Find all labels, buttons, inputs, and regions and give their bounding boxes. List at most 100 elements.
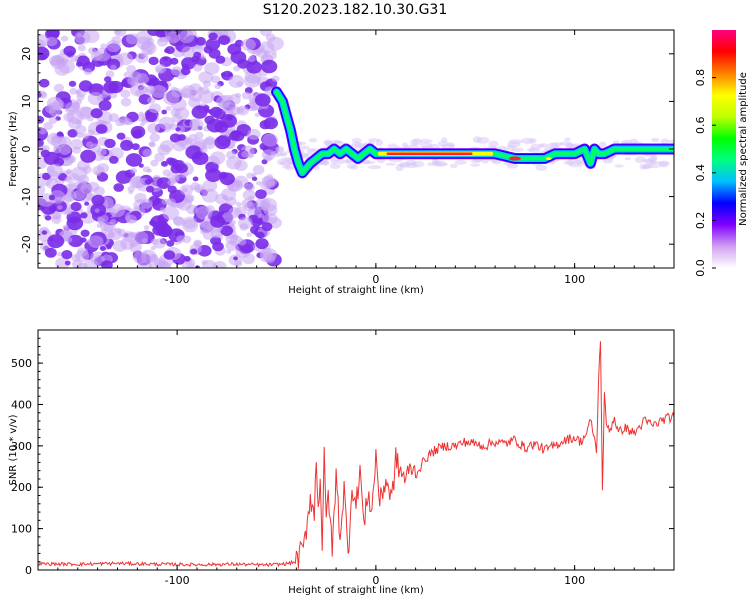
noise-blob — [149, 220, 157, 226]
noise-blob — [47, 234, 65, 249]
ridge-halo — [350, 165, 359, 170]
noise-blob — [198, 90, 215, 104]
ridge-halo — [284, 165, 295, 171]
ridge-halo — [613, 140, 620, 145]
noise-blob — [70, 201, 82, 212]
noise-blob — [141, 118, 148, 124]
ridge-halo — [658, 160, 670, 167]
noise-blob — [260, 30, 272, 37]
noise-blob — [160, 140, 175, 153]
noise-blob — [146, 49, 153, 55]
noise-blob — [56, 131, 64, 137]
noise-blob — [227, 72, 233, 78]
noise-blob — [52, 146, 62, 154]
noise-blob — [69, 173, 80, 182]
ridge-halo — [470, 163, 481, 167]
noise-blob — [266, 174, 274, 180]
noise-blob — [104, 76, 112, 83]
noise-blob — [117, 52, 134, 66]
noise-blob — [238, 238, 247, 246]
noise-blob — [178, 30, 195, 44]
noise-blob — [64, 260, 71, 266]
noise-blob — [238, 216, 253, 230]
spectrogram-ridge — [270, 86, 674, 179]
x-tick-label: 100 — [564, 574, 585, 587]
noise-blob — [255, 189, 267, 200]
noise-blob — [117, 228, 126, 237]
snr-panel: -100 0 100 0 100 200 300 400 500 Height of strai… — [8, 329, 675, 596]
noise-blob — [129, 176, 144, 189]
ridge-halo — [506, 163, 518, 169]
noise-blob — [191, 151, 209, 166]
noise-blob — [149, 133, 160, 142]
noise-blob — [193, 51, 202, 59]
noise-blob — [88, 47, 97, 55]
noise-blob — [214, 83, 222, 90]
noise-blob — [255, 238, 269, 250]
snr-series — [38, 341, 674, 569]
noise-blob — [241, 91, 251, 100]
colorbar-label: Normalized spectral amplitude — [738, 72, 749, 226]
ridge-halo — [387, 143, 398, 150]
y-tick-label: 200 — [11, 481, 32, 494]
noise-blob — [166, 240, 175, 247]
noise-blob — [220, 225, 233, 236]
noise-blob — [150, 245, 157, 251]
noise-blob — [203, 45, 213, 54]
noise-blob — [98, 100, 112, 111]
noise-blob — [148, 141, 156, 148]
ridge-halo — [449, 163, 458, 169]
noise-blob — [46, 96, 63, 110]
noise-blob — [161, 109, 167, 115]
noise-blob — [87, 181, 100, 192]
noise-blob — [100, 43, 107, 49]
noise-blob — [125, 33, 139, 45]
noise-blob — [104, 230, 115, 238]
ridge-halo — [472, 136, 482, 144]
noise-blob — [68, 234, 83, 248]
ridge-halo — [629, 138, 639, 144]
noise-blob — [226, 249, 232, 254]
noise-blob — [261, 222, 273, 232]
noise-blob — [170, 66, 183, 76]
noise-blob — [214, 135, 231, 150]
noise-blob — [229, 106, 241, 116]
ridge-halo — [351, 141, 362, 148]
noise-blob — [84, 201, 90, 206]
noise-blob — [155, 30, 166, 38]
noise-blob — [63, 45, 76, 57]
noise-blob — [228, 74, 245, 88]
noise-blob — [101, 260, 113, 268]
noise-blob — [57, 205, 63, 210]
noise-blob — [109, 155, 119, 164]
noise-blob — [70, 55, 79, 63]
noise-blob — [182, 216, 198, 229]
noise-blob — [76, 93, 85, 101]
noise-blob — [80, 229, 90, 237]
noise-blob — [74, 179, 88, 191]
noise-blob — [202, 179, 218, 192]
noise-blob — [142, 166, 151, 173]
noise-blob — [99, 246, 106, 251]
noise-blob — [206, 118, 224, 133]
y-tick-label: 10 — [20, 94, 33, 108]
noise-blob — [225, 150, 237, 159]
noise-blob — [157, 37, 168, 47]
colorbar-tick-label: 0.2 — [694, 212, 707, 230]
noise-blob — [170, 57, 179, 65]
noise-blob — [246, 232, 252, 237]
noise-blob — [38, 46, 50, 61]
noise-blob — [169, 133, 182, 143]
noise-blob — [165, 31, 181, 44]
noise-blob — [109, 203, 126, 218]
ridge-halo — [559, 141, 573, 146]
noise-blob — [38, 78, 50, 88]
ridge-halo — [330, 159, 339, 165]
noise-blob — [43, 122, 53, 130]
ridge-halo — [343, 159, 354, 164]
noise-blob — [53, 83, 64, 93]
ridge-halo — [323, 139, 332, 145]
noise-blob — [250, 104, 259, 112]
noise-blob — [170, 164, 182, 174]
ridge-halo — [511, 147, 524, 152]
